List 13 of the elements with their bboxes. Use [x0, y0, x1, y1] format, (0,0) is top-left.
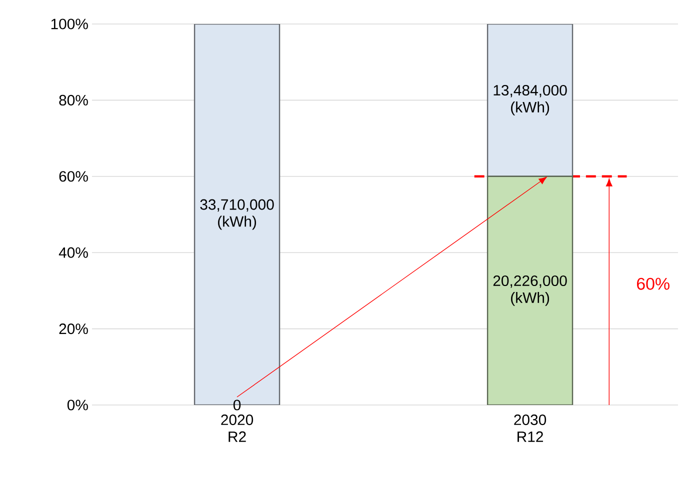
y-tick-label: 0% — [67, 400, 88, 410]
y-tick-label: 40% — [58, 247, 88, 258]
x-tick-label: 2030 R12 — [514, 414, 546, 442]
y-tick-label: 100% — [51, 18, 88, 30]
annotation: 20,226,000 (kWh) — [493, 275, 567, 306]
y-tick-label: 60% — [59, 171, 88, 182]
annotation: 13,484,000 (kWh) — [494, 84, 567, 116]
annotation: 0 — [233, 400, 241, 410]
ref-line-label: 60% — [637, 278, 670, 290]
annotation: 33,710,000 (kWh) — [200, 199, 274, 230]
y-tick-label: 80% — [59, 94, 88, 106]
x-tick-label: 2020 R2 — [221, 414, 254, 442]
y-tick-label: 20% — [59, 324, 88, 334]
